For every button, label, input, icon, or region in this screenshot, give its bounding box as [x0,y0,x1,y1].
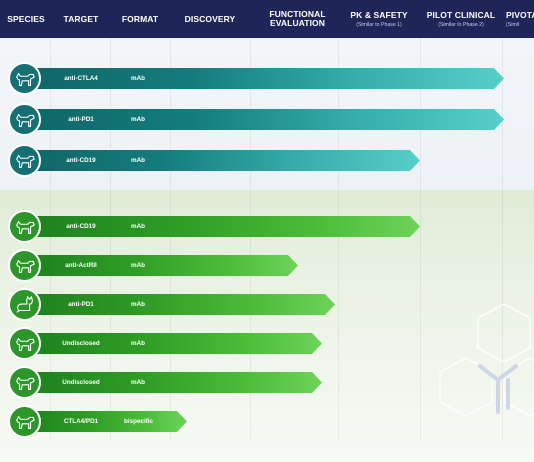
header-target-label: TARGET [63,13,99,24]
progress-bar [24,216,420,237]
target-label: anti-CD19 [66,157,96,164]
header-pk-safety: PK & SAFETY (Similar to Phase 1) [338,0,420,38]
pipeline-row[interactable]: anti-PD1 mAb [0,286,534,322]
dog-icon [8,405,41,438]
progress-bar [24,294,335,315]
header-pilot-clinical-label: PILOT CLINICAL [426,9,496,20]
pipeline-row[interactable]: anti-CD19 mAb [0,208,534,244]
pipeline-row[interactable]: anti-CD19 mAb [0,142,534,178]
progress-bar [24,150,420,171]
target-label: anti-CD19 [66,223,96,230]
progress-bar [24,333,322,354]
format-label: mAb [131,379,145,386]
pipeline-row[interactable]: anti-ActRII mAb [0,247,534,283]
dog-icon [8,103,41,136]
format-label: mAb [131,116,145,123]
column-divider [170,38,171,440]
target-label: anti-PD1 [68,301,94,308]
header-functional-evaluation-label: FUNCTIONAL EVALUATION [269,9,326,28]
format-label: mAb [131,157,145,164]
antibody-hexagon-decoration [439,303,534,417]
format-label: mAb [131,301,145,308]
dog-icon [8,210,41,243]
cat-icon [8,288,41,321]
column-divider [110,38,111,440]
dog-icon [8,327,41,360]
header-pivotal: PIVOTA (Simil [502,0,534,38]
column-divider [250,38,251,440]
header-species-label: SPECIES [7,13,45,24]
format-label: mAb [131,340,145,347]
header-pivotal-label: PIVOTA [506,9,534,20]
header-pk-safety-label: PK & SAFETY [350,9,408,20]
header-discovery-label: DISCOVERY [184,13,236,24]
header-format-label: FORMAT [121,13,159,24]
progress-bar [24,372,322,393]
header-pilot-clinical: PILOT CLINICAL (Similar to Phase 2) [420,0,502,38]
progress-bar [24,68,504,89]
column-divider [338,38,339,440]
format-label: mAb [131,223,145,230]
target-label: CTLA4/PD1 [63,418,99,425]
target-label: Undisclosed [62,340,100,347]
dog-icon [8,249,41,282]
pipeline-row[interactable]: anti-CTLA4 mAb [0,60,534,96]
pipeline-row[interactable]: Undisclosed mAb [0,364,534,400]
dog-icon [8,366,41,399]
header-format: FORMAT [110,0,170,38]
pipeline-row[interactable]: CTLA4/PD1 bispecific [0,403,534,439]
pipeline-row[interactable]: Undisclosed mAb [0,325,534,361]
column-divider [50,38,51,440]
progress-bar [24,109,504,130]
header-functional-evaluation: FUNCTIONAL EVALUATION [255,0,340,38]
progress-bar [24,411,187,432]
pipeline-header: SPECIES TARGET FORMAT DISCOVERY FUNCTION… [0,0,534,38]
target-label: anti-PD1 [68,116,94,123]
header-pilot-clinical-sub: (Similar to Phase 2) [438,21,484,28]
header-target: TARGET [52,0,110,38]
format-label: bispecific [124,418,154,425]
dog-icon [8,62,41,95]
header-pk-safety-sub: (Similar to Phase 1) [356,21,402,28]
pipeline-row[interactable]: anti-PD1 mAb [0,101,534,137]
target-label: Undisclosed [62,379,100,386]
target-label: anti-CTLA4 [64,75,98,82]
target-label: anti-ActRII [65,262,97,269]
header-species: SPECIES [0,0,52,38]
format-label: mAb [131,75,145,82]
header-pivotal-sub: (Simil [506,21,519,28]
progress-bar [24,255,298,276]
column-divider [420,38,421,440]
dog-icon [8,144,41,177]
column-divider [502,38,503,440]
header-discovery: DISCOVERY [170,0,250,38]
format-label: mAb [131,262,145,269]
